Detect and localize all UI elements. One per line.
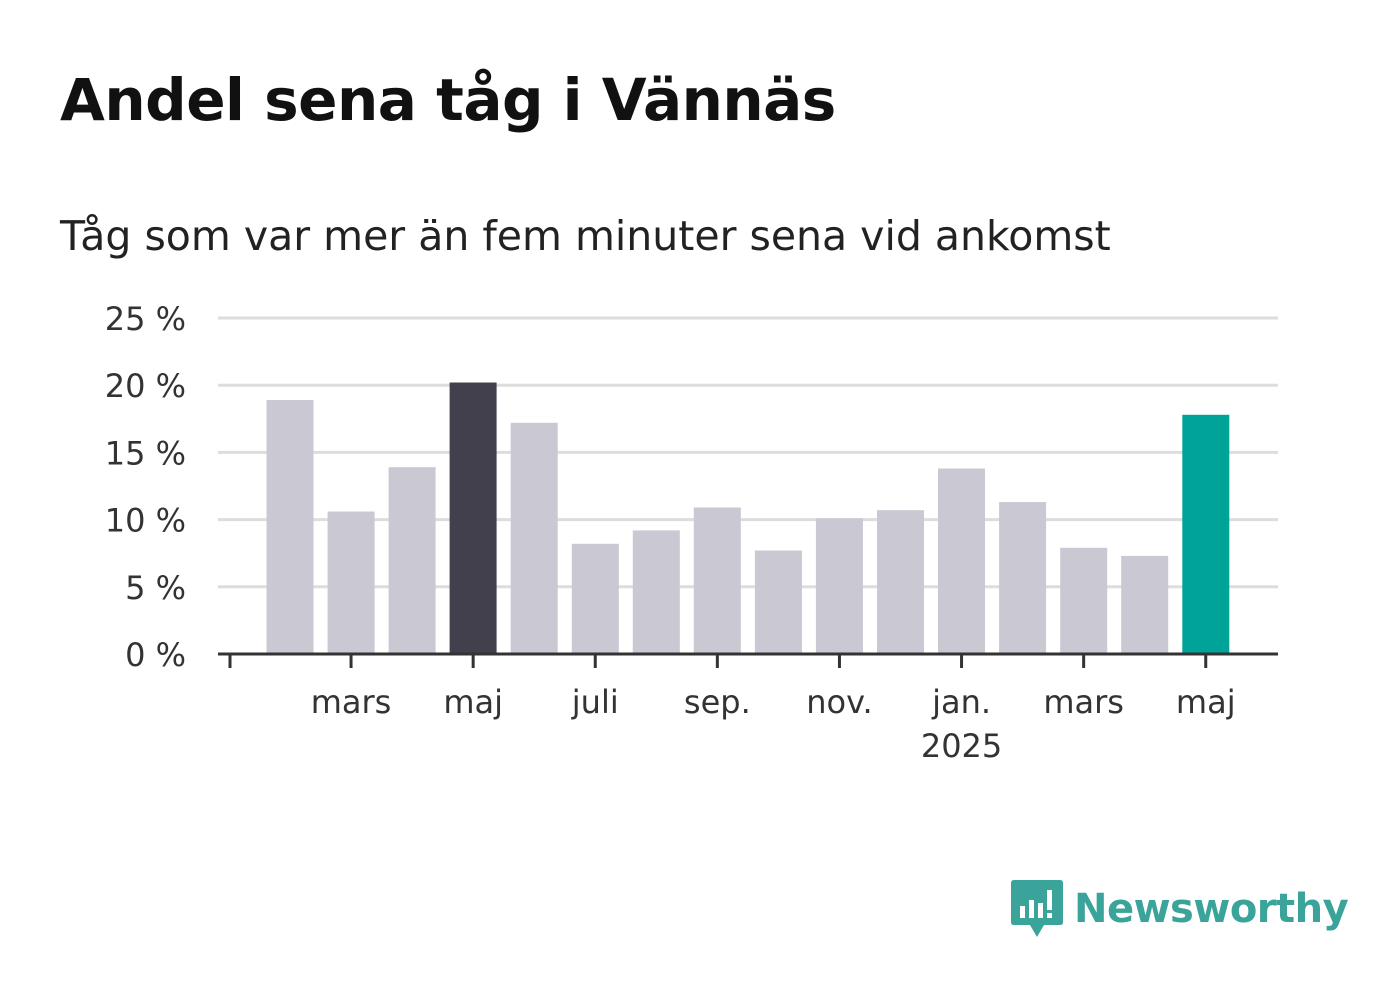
x-tick-label: mars: [311, 683, 392, 721]
bar: [571, 543, 619, 654]
bar: [632, 530, 680, 654]
brand-name: Newsworthy: [1074, 886, 1349, 932]
x-tick-label: maj: [443, 683, 503, 721]
y-tick-label: 0 %: [125, 636, 186, 674]
x-tick-label: juli: [571, 683, 619, 721]
bar: [266, 400, 314, 654]
bars: [266, 382, 1230, 654]
y-tick-label: 15 %: [105, 434, 186, 472]
bar: [510, 422, 558, 654]
bar: [1121, 555, 1169, 654]
chart-subtitle: Tåg som var mer än fem minuter sena vid …: [60, 212, 1111, 260]
bar: [815, 518, 863, 654]
x-tick-label: mars: [1043, 683, 1124, 721]
x-axis: [218, 652, 1278, 668]
y-tick-label: 10 %: [105, 502, 186, 540]
x-axis-labels: mars maj juli sep. nov. jan. 2025 mars maj: [311, 683, 1236, 765]
chart-title: Andel sena tåg i Vännäs: [60, 66, 836, 134]
x-tick-label: nov.: [806, 683, 872, 721]
bar: [1060, 547, 1108, 654]
bar: [754, 550, 802, 654]
newsworthy-logo-icon: [1011, 880, 1063, 937]
y-tick-label: 20 %: [105, 367, 186, 405]
bar: [999, 502, 1047, 654]
bar: [877, 510, 924, 654]
bar: [327, 511, 375, 654]
x-tick-label: jan.: [931, 683, 991, 721]
bar: [1182, 414, 1230, 654]
y-axis-labels: 0 % 5 % 10 % 15 % 20 % 25 %: [105, 300, 186, 674]
bar: [388, 467, 436, 654]
bar: [938, 468, 985, 654]
grid-lines: [218, 316, 1278, 589]
bar: [693, 507, 741, 654]
y-tick-label: 5 %: [125, 569, 186, 607]
x-tick-sublabel: 2025: [921, 727, 1002, 765]
y-tick-label: 25 %: [105, 300, 186, 338]
x-tick-label: maj: [1176, 683, 1236, 721]
x-tick-label: sep.: [684, 683, 751, 721]
newsworthy-logo: Newsworthy: [1010, 878, 1349, 940]
bar: [449, 382, 497, 654]
